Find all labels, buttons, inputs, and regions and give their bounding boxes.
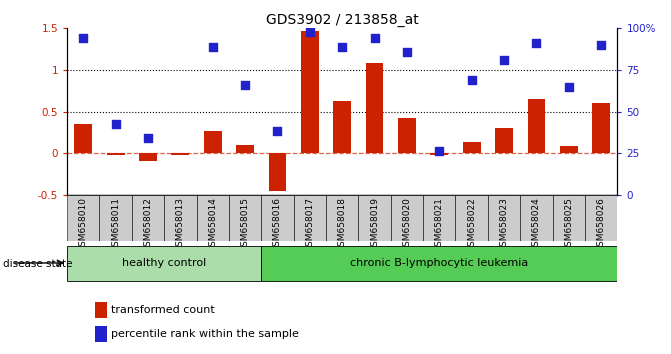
Text: GSM658023: GSM658023 [499,197,509,252]
Title: GDS3902 / 213858_at: GDS3902 / 213858_at [266,13,419,27]
Bar [301,31,319,153]
Bar [67,246,261,281]
Bar [229,195,261,241]
Bar [560,145,578,153]
Point [272,128,283,133]
Bar [585,195,617,241]
Text: percentile rank within the sample: percentile rank within the sample [111,329,299,339]
Text: GSM658013: GSM658013 [176,197,185,252]
Point [78,35,89,41]
Point [110,121,121,127]
Bar [107,153,125,155]
Bar [132,195,164,241]
Text: disease state: disease state [3,259,73,269]
Text: GSM658010: GSM658010 [79,197,88,252]
Text: GSM658019: GSM658019 [370,197,379,252]
Text: GSM658024: GSM658024 [532,197,541,252]
Point [466,77,477,83]
Point [240,82,250,88]
Text: GSM658011: GSM658011 [111,197,120,252]
Text: GSM658015: GSM658015 [241,197,250,252]
Point [434,148,445,153]
Bar [527,99,546,153]
Bar [456,195,488,241]
Bar [366,63,383,153]
Text: GSM658020: GSM658020 [403,197,411,252]
Bar [204,131,221,153]
Bar [67,195,99,241]
Bar [592,103,610,153]
Point [564,84,574,90]
Bar [74,124,92,153]
Bar [139,153,157,161]
Point [305,30,315,35]
Bar [95,302,107,318]
Bar [172,153,189,155]
Text: GSM658021: GSM658021 [435,197,444,252]
Bar [268,153,287,192]
Point [207,44,218,50]
Text: GSM658018: GSM658018 [338,197,347,252]
Text: GSM658026: GSM658026 [597,197,606,252]
Text: chronic B-lymphocytic leukemia: chronic B-lymphocytic leukemia [350,258,529,268]
Bar [398,118,416,153]
Text: healthy control: healthy control [122,258,206,268]
Text: GSM658012: GSM658012 [144,197,152,252]
Bar [430,153,448,155]
Bar [261,246,617,281]
Bar [358,195,391,241]
Text: GSM658014: GSM658014 [208,197,217,252]
Bar [95,326,107,342]
Point [369,35,380,41]
Bar [236,145,254,153]
Bar [463,142,480,153]
Bar [423,195,456,241]
Text: GSM658025: GSM658025 [564,197,573,252]
Bar [99,195,132,241]
Text: transformed count: transformed count [111,305,215,315]
Point [401,49,412,55]
Text: GSM658016: GSM658016 [273,197,282,252]
Bar [488,195,520,241]
Bar [197,195,229,241]
Bar [391,195,423,241]
Bar [495,128,513,153]
Point [337,44,348,50]
Point [499,57,509,63]
Point [531,40,541,46]
Bar [520,195,553,241]
Text: GSM658022: GSM658022 [467,197,476,252]
Text: GSM658017: GSM658017 [305,197,314,252]
Point [596,42,607,48]
Bar [333,101,351,153]
Bar [326,195,358,241]
Point [143,135,154,141]
Bar [164,195,197,241]
Bar [294,195,326,241]
Bar [261,195,294,241]
Bar [553,195,585,241]
